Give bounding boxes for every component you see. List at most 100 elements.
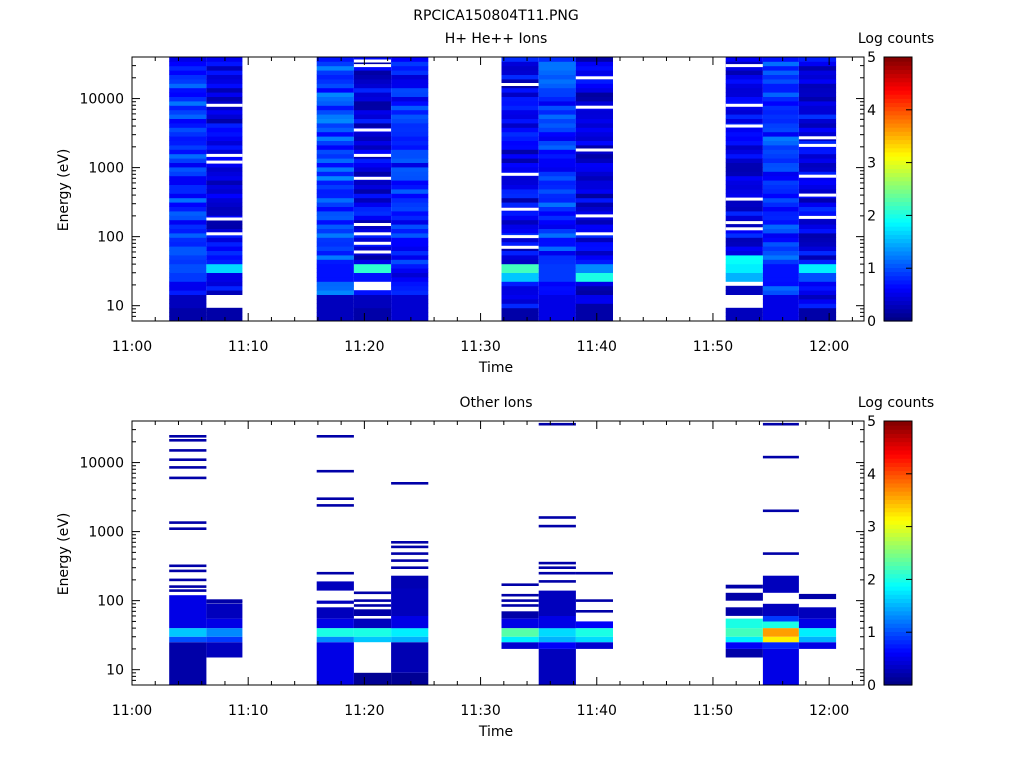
- panel-top-cell: [798, 303, 837, 309]
- panel-top-cell: [762, 87, 799, 93]
- panel-top-cell: [353, 118, 392, 124]
- panel-top-cell: [169, 127, 207, 133]
- panel-bottom-colorbar-swatch: [884, 532, 912, 538]
- panel-top-cell: [538, 233, 576, 238]
- panel-top-cell: [575, 184, 613, 190]
- panel-top-cell: [762, 65, 799, 71]
- panel-top-cell: [501, 312, 539, 317]
- panel-top-cell: [575, 123, 613, 128]
- panel-bottom-cell: [725, 636, 763, 643]
- panel-top-cell: [798, 312, 837, 317]
- panel-top-ylabel: Energy (eV): [56, 149, 72, 232]
- panel-top-cell: [501, 61, 539, 67]
- panel-top-cell: [316, 145, 354, 150]
- panel-top-cell: [391, 92, 429, 97]
- panel-top-cell: [538, 101, 576, 106]
- panel-top-cell: [316, 206, 354, 212]
- panel-top-cell: [798, 307, 837, 313]
- panel-bottom-colorbar-swatch: [884, 656, 912, 661]
- panel-top-cell: [353, 228, 392, 234]
- panel-top-cell: [725, 193, 763, 199]
- panel-bottom-cell: [391, 588, 429, 616]
- panel-top-cell: [798, 250, 837, 256]
- panel-top-cell: [725, 277, 763, 282]
- panel-top-cell: [501, 180, 539, 185]
- panel-top-colorbar-swatch: [884, 94, 912, 99]
- panel-top-colorbar-swatch: [884, 197, 912, 202]
- panel-top-cell: [725, 316, 763, 322]
- panel-bottom-count-line: [762, 455, 799, 459]
- panel-top-colorbar-swatch: [884, 139, 912, 145]
- panel-bottom-cell: [353, 636, 392, 643]
- panel-top-data-gap: [501, 83, 539, 86]
- panel-top-cell: [538, 250, 576, 256]
- panel-top-cell: [538, 228, 576, 234]
- panel-top-cell: [501, 299, 539, 304]
- panel-bottom-colorbar-swatch: [884, 627, 912, 632]
- panel-top-cell: [169, 96, 207, 102]
- panel-bottom-x-tick-label: 11:20: [344, 703, 384, 719]
- panel-bottom-colorbar-swatch: [884, 676, 912, 682]
- panel-bottom-cell: [169, 595, 207, 629]
- panel-top-cell: [725, 312, 763, 317]
- panel-bottom-count-line: [169, 521, 207, 524]
- panel-top-data-gap: [575, 76, 613, 80]
- panel-top-data-gap: [501, 245, 539, 249]
- panel-top-cell: [206, 127, 243, 133]
- panel-bottom-count-line: [391, 482, 429, 485]
- panel-top-cell: [762, 312, 799, 317]
- panel-bottom-colorbar-swatch: [884, 586, 912, 591]
- panel-top-cell: [538, 193, 576, 199]
- panel-top-cell: [353, 193, 392, 199]
- panel-top-cell: [798, 219, 837, 225]
- panel-top-cell: [538, 61, 576, 67]
- panel-top-cell: [762, 299, 799, 304]
- panel-top-cell: [538, 162, 576, 168]
- panel-top-cell: [169, 171, 207, 177]
- panel-top-cell: [798, 294, 837, 300]
- panel-bottom-colorbar-swatch: [884, 602, 912, 608]
- panel-bottom-cell: [206, 628, 243, 637]
- panel-top-cell: [169, 312, 207, 317]
- panel-top-cell: [169, 184, 207, 190]
- panel-top-cell: [538, 83, 576, 89]
- panel-top-cell: [316, 303, 354, 309]
- panel-top-cell: [206, 105, 243, 111]
- panel-top-cell: [501, 241, 539, 247]
- panel-top-cell: [353, 136, 392, 141]
- panel-top-cell: [575, 202, 613, 207]
- panel-top-colorbar-swatch: [884, 106, 912, 112]
- panel-bottom-cell: [206, 618, 243, 629]
- panel-top-cell: [206, 136, 243, 141]
- panel-top-cell: [206, 123, 243, 128]
- panel-top-cell: [575, 224, 613, 229]
- panel-top-cell: [538, 263, 576, 269]
- panel-bottom-colorbar-swatch: [884, 553, 912, 558]
- panel-top-cell: [501, 140, 539, 146]
- panel-bottom-count-line: [316, 497, 354, 500]
- panel-top-cell: [316, 281, 354, 287]
- panel-top-cell: [353, 123, 392, 128]
- panel-top-cell: [798, 255, 837, 260]
- panel-top-cell: [798, 105, 837, 111]
- panel-top-cell: [316, 123, 354, 128]
- panel-top-cell: [575, 211, 613, 216]
- panel-top-cell: [391, 127, 429, 133]
- panel-top-cell: [316, 109, 354, 115]
- panel-top-cell: [538, 96, 576, 102]
- panel-top-cell: [575, 299, 613, 304]
- panel-top-cell: [501, 202, 539, 207]
- panel-top-colorbar-label: Log counts: [858, 31, 934, 47]
- panel-bottom-cell: [391, 672, 429, 685]
- panel-top-cell: [575, 316, 613, 322]
- panel-top-cell: [538, 167, 576, 172]
- panel-top-cell: [391, 114, 429, 119]
- panel-top-xlabel: Time: [478, 360, 513, 376]
- panel-top-cell: [725, 228, 763, 234]
- panel-top-cell: [169, 162, 207, 168]
- panel-top-cell: [169, 281, 207, 287]
- panel-top-cell: [501, 272, 539, 278]
- panel-top-colorbar-swatch: [884, 263, 912, 268]
- panel-top-cell: [353, 263, 392, 269]
- panel-top-cell: [169, 70, 207, 75]
